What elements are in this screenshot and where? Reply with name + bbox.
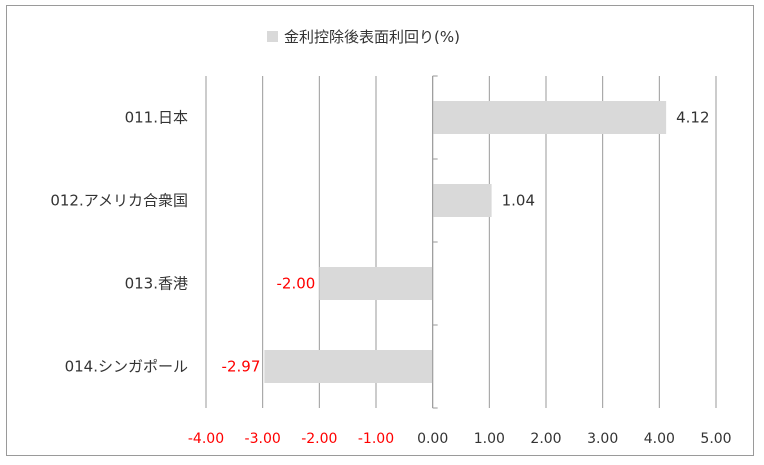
x-tick-label: 3.00 [587,431,618,447]
y-axis [432,75,438,409]
legend: 金利控除後表面利回り(%) [267,28,460,46]
x-tick-label: -4.00 [188,431,224,447]
legend-label: 金利控除後表面利回り(%) [284,28,460,46]
x-tick-label: 5.00 [700,431,731,447]
bar [264,350,433,383]
bar [432,101,667,134]
x-tick-label: 4.00 [644,431,675,447]
bar [432,184,492,217]
data-label: -2.97 [222,358,261,376]
data-label: -2.00 [277,275,316,293]
category-label: 012.アメリカ合衆国 [50,192,188,210]
x-tick-label: -3.00 [245,431,281,447]
data-label: 1.04 [502,192,535,210]
bars [264,101,667,383]
bar [319,267,433,300]
data-label: 4.12 [676,109,709,127]
x-tick-label: -1.00 [358,431,394,447]
x-tick-label: 1.00 [474,431,505,447]
x-tick-label: 0.00 [417,431,448,447]
x-tick-labels: -4.00 -3.00 -2.00 -1.00 0.00 1.00 2.00 3.00 4.00… [188,431,732,447]
x-tick-label: 2.00 [530,431,561,447]
category-label: 011.日本 [125,109,188,127]
category-labels: 011.日本 012.アメリカ合衆国 013.香港 014.シンガポール [50,109,188,376]
data-labels: 4.12 1.04 -2.00 -2.97 [222,109,710,376]
category-label: 013.香港 [125,275,188,293]
legend-swatch [267,31,278,42]
category-label: 014.シンガポール [65,358,188,376]
x-tick-label: -2.00 [301,431,337,447]
